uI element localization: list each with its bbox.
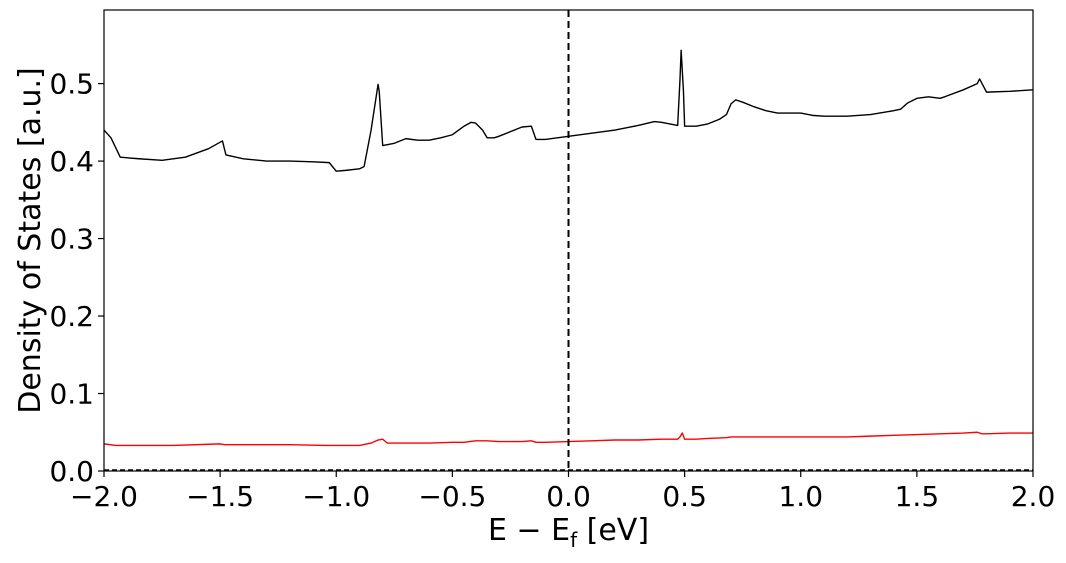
x-tick-label: −2.0 xyxy=(70,480,138,513)
x-tick-label: 0.5 xyxy=(662,480,707,513)
y-tick-label: 0.3 xyxy=(49,223,94,256)
x-tick-label: 1.5 xyxy=(895,480,940,513)
x-tick-label: −1.5 xyxy=(186,480,254,513)
x-tick-label: −0.5 xyxy=(418,480,486,513)
series-line-1 xyxy=(104,49,1033,172)
x-axis-label-unit: [eV] xyxy=(577,513,649,548)
reference-lines xyxy=(104,10,1033,471)
y-axis-ticks: 0.0 0.1 0.2 0.3 0.4 0.5 xyxy=(49,68,104,488)
y-axis-label: Density of States [a.u.] xyxy=(13,67,48,414)
y-tick-label: 0.1 xyxy=(49,378,94,411)
y-tick-label: 0.4 xyxy=(49,145,94,178)
x-tick-label: 1.0 xyxy=(778,480,823,513)
x-tick-label: 2.0 xyxy=(1011,480,1056,513)
x-axis-ticks: −2.0 −1.5 −1.0 −0.5 0.0 0.5 1.0 1.5 2.0 xyxy=(70,471,1055,513)
x-axis-label: E − Ef [eV] xyxy=(488,513,649,552)
x-tick-label: −1.0 xyxy=(302,480,370,513)
x-axis-label-main: E − E xyxy=(488,513,570,548)
x-tick-label: 0.0 xyxy=(546,480,591,513)
y-tick-label: 0.5 xyxy=(49,68,94,101)
y-tick-label: 0.2 xyxy=(49,300,94,333)
x-axis-label-subscript: f xyxy=(570,528,578,552)
y-tick-label: 0.0 xyxy=(49,455,94,488)
series-layer xyxy=(104,49,1033,447)
series-line-2 xyxy=(104,431,1033,447)
